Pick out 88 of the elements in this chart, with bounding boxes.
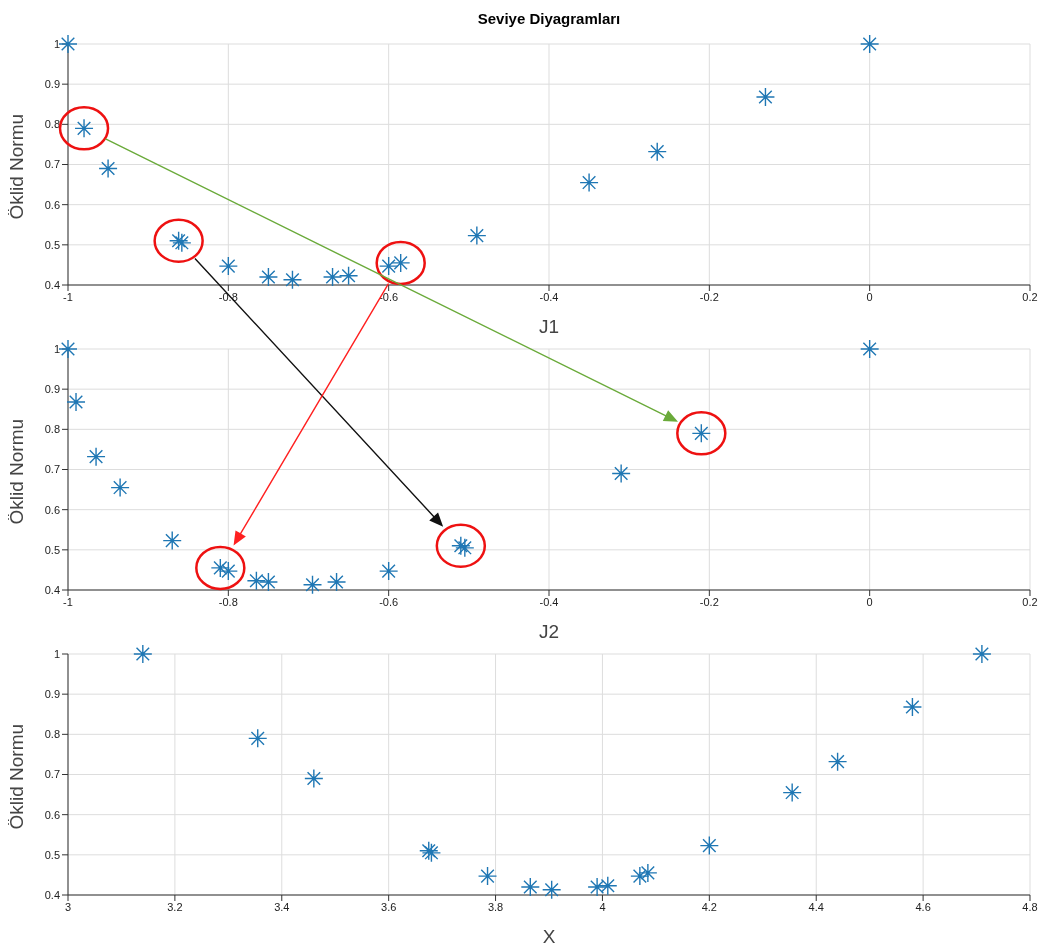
y-tick-label: 0.7: [44, 463, 60, 476]
point: [579, 172, 599, 193]
y-tick-label: 0.5: [44, 543, 60, 556]
point: [467, 225, 487, 246]
y-tick-label: 0.8: [44, 118, 60, 131]
point: [902, 697, 923, 717]
point: [98, 158, 118, 179]
point: [110, 477, 130, 498]
point: [859, 34, 880, 54]
x-tick-label: 3.8: [487, 900, 504, 913]
point: [827, 751, 848, 772]
point: [58, 34, 78, 54]
y-tick-label: 0.5: [44, 238, 60, 251]
point: [598, 876, 618, 896]
point: [647, 141, 667, 162]
y-tick-label: 0.8: [44, 423, 60, 436]
y-tick-label: 0.9: [44, 383, 60, 396]
y-tick-label: 0.7: [44, 768, 60, 781]
y-tick-label: 0.6: [44, 808, 60, 821]
x-tick-label: 3.2: [167, 900, 183, 913]
y-tick-label: 1: [53, 37, 60, 50]
point: [541, 880, 562, 900]
x-axis-title: X: [542, 926, 556, 947]
y-tick-label: 0.6: [44, 503, 60, 516]
point: [587, 877, 607, 897]
x-tick-label: 4: [599, 900, 606, 913]
point: [218, 256, 239, 276]
point: [322, 267, 343, 287]
point: [258, 267, 279, 287]
point: [520, 877, 540, 897]
y-tick-label: 0.4: [44, 583, 60, 596]
x-tick-label: 0.2: [1022, 595, 1038, 608]
x-tick-label: 4.4: [808, 900, 824, 913]
point: [782, 782, 802, 803]
point: [282, 270, 303, 290]
y-tick-label: 0.7: [44, 158, 60, 171]
x-tick-label: 4.8: [1022, 900, 1038, 913]
point: [378, 256, 399, 276]
chart-title: Seviye Diyagramları: [477, 10, 621, 27]
x-tick-label: 4.2: [701, 900, 717, 913]
point: [859, 339, 880, 359]
point: [972, 644, 992, 664]
point: [66, 392, 86, 412]
x-tick-label: 3.4: [274, 900, 290, 913]
x-tick-label: -0.6: [379, 595, 399, 608]
y-tick-label: 0.5: [44, 848, 60, 861]
point: [304, 768, 324, 789]
x-tick-label: -1: [63, 595, 73, 608]
point: [58, 339, 78, 359]
y-tick-label: 1: [53, 342, 60, 355]
point: [86, 446, 106, 467]
point: [258, 572, 279, 592]
y-tick-label: 0.6: [44, 198, 60, 211]
point: [162, 530, 182, 551]
x-tick-label: -0.2: [699, 290, 719, 303]
x-tick-label: 3: [64, 900, 72, 913]
x-tick-label: 0: [866, 595, 873, 608]
y-tick-label: 1: [53, 647, 60, 660]
point: [302, 575, 323, 595]
point: [638, 863, 658, 883]
point: [755, 87, 776, 107]
x-tick-label: -1: [63, 290, 73, 303]
y-tick-label: 0.9: [44, 688, 60, 701]
y-tick-label: 0.9: [44, 78, 60, 91]
x-tick-label: -0.4: [539, 290, 559, 303]
x-tick-label: -0.2: [699, 595, 719, 608]
x-tick-label: -0.8: [218, 595, 238, 608]
y-tick-label: 0.4: [44, 888, 60, 901]
point: [326, 572, 347, 592]
point: [338, 266, 359, 286]
x-tick-label: -0.4: [539, 595, 559, 608]
point: [477, 866, 498, 886]
point: [611, 463, 631, 484]
y-tick-label: 0.4: [44, 278, 60, 291]
point: [133, 644, 153, 664]
point: [246, 571, 267, 591]
point: [378, 561, 399, 581]
x-tick-label: 3.6: [381, 900, 397, 913]
x-axis-title: J1: [538, 316, 560, 337]
x-tick-label: 0: [866, 290, 873, 303]
x-tick-label: 0.2: [1022, 290, 1038, 303]
x-tick-label: 4.6: [915, 900, 931, 913]
x-axis-title: J2: [538, 621, 560, 642]
point: [248, 728, 268, 749]
y-tick-label: 0.8: [44, 728, 60, 741]
point: [630, 866, 650, 886]
point: [699, 835, 720, 856]
x-tick-label: -0.6: [379, 290, 399, 303]
